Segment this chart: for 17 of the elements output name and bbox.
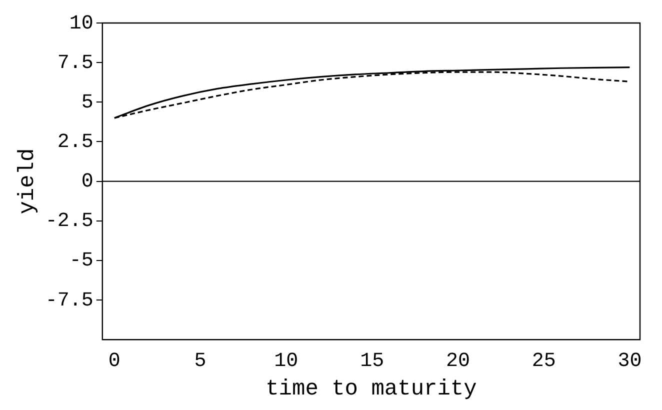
x-axis-title: time to maturity (266, 376, 477, 402)
x-tick-label: 0 (108, 350, 120, 373)
x-tick-label: 15 (360, 350, 384, 373)
x-tick-label: 5 (194, 350, 206, 373)
y-tick-label: -2.5 (45, 210, 94, 234)
x-tick-label: 20 (446, 350, 470, 373)
x-tick-label: 10 (274, 350, 298, 373)
y-axis-title: yield (15, 148, 40, 214)
y-tick-label: 0 (81, 170, 94, 194)
y-tick-label: -7.5 (45, 289, 94, 312)
x-tick-label: 30 (618, 350, 642, 373)
y-tick-label: -5 (69, 250, 94, 273)
y-tick-label: 5 (81, 91, 94, 114)
y-tick-label: 7.5 (57, 52, 94, 75)
x-tick-label: 25 (532, 350, 556, 373)
y-tick-label: 2.5 (57, 131, 94, 154)
y-tick-label: 10 (69, 12, 94, 36)
